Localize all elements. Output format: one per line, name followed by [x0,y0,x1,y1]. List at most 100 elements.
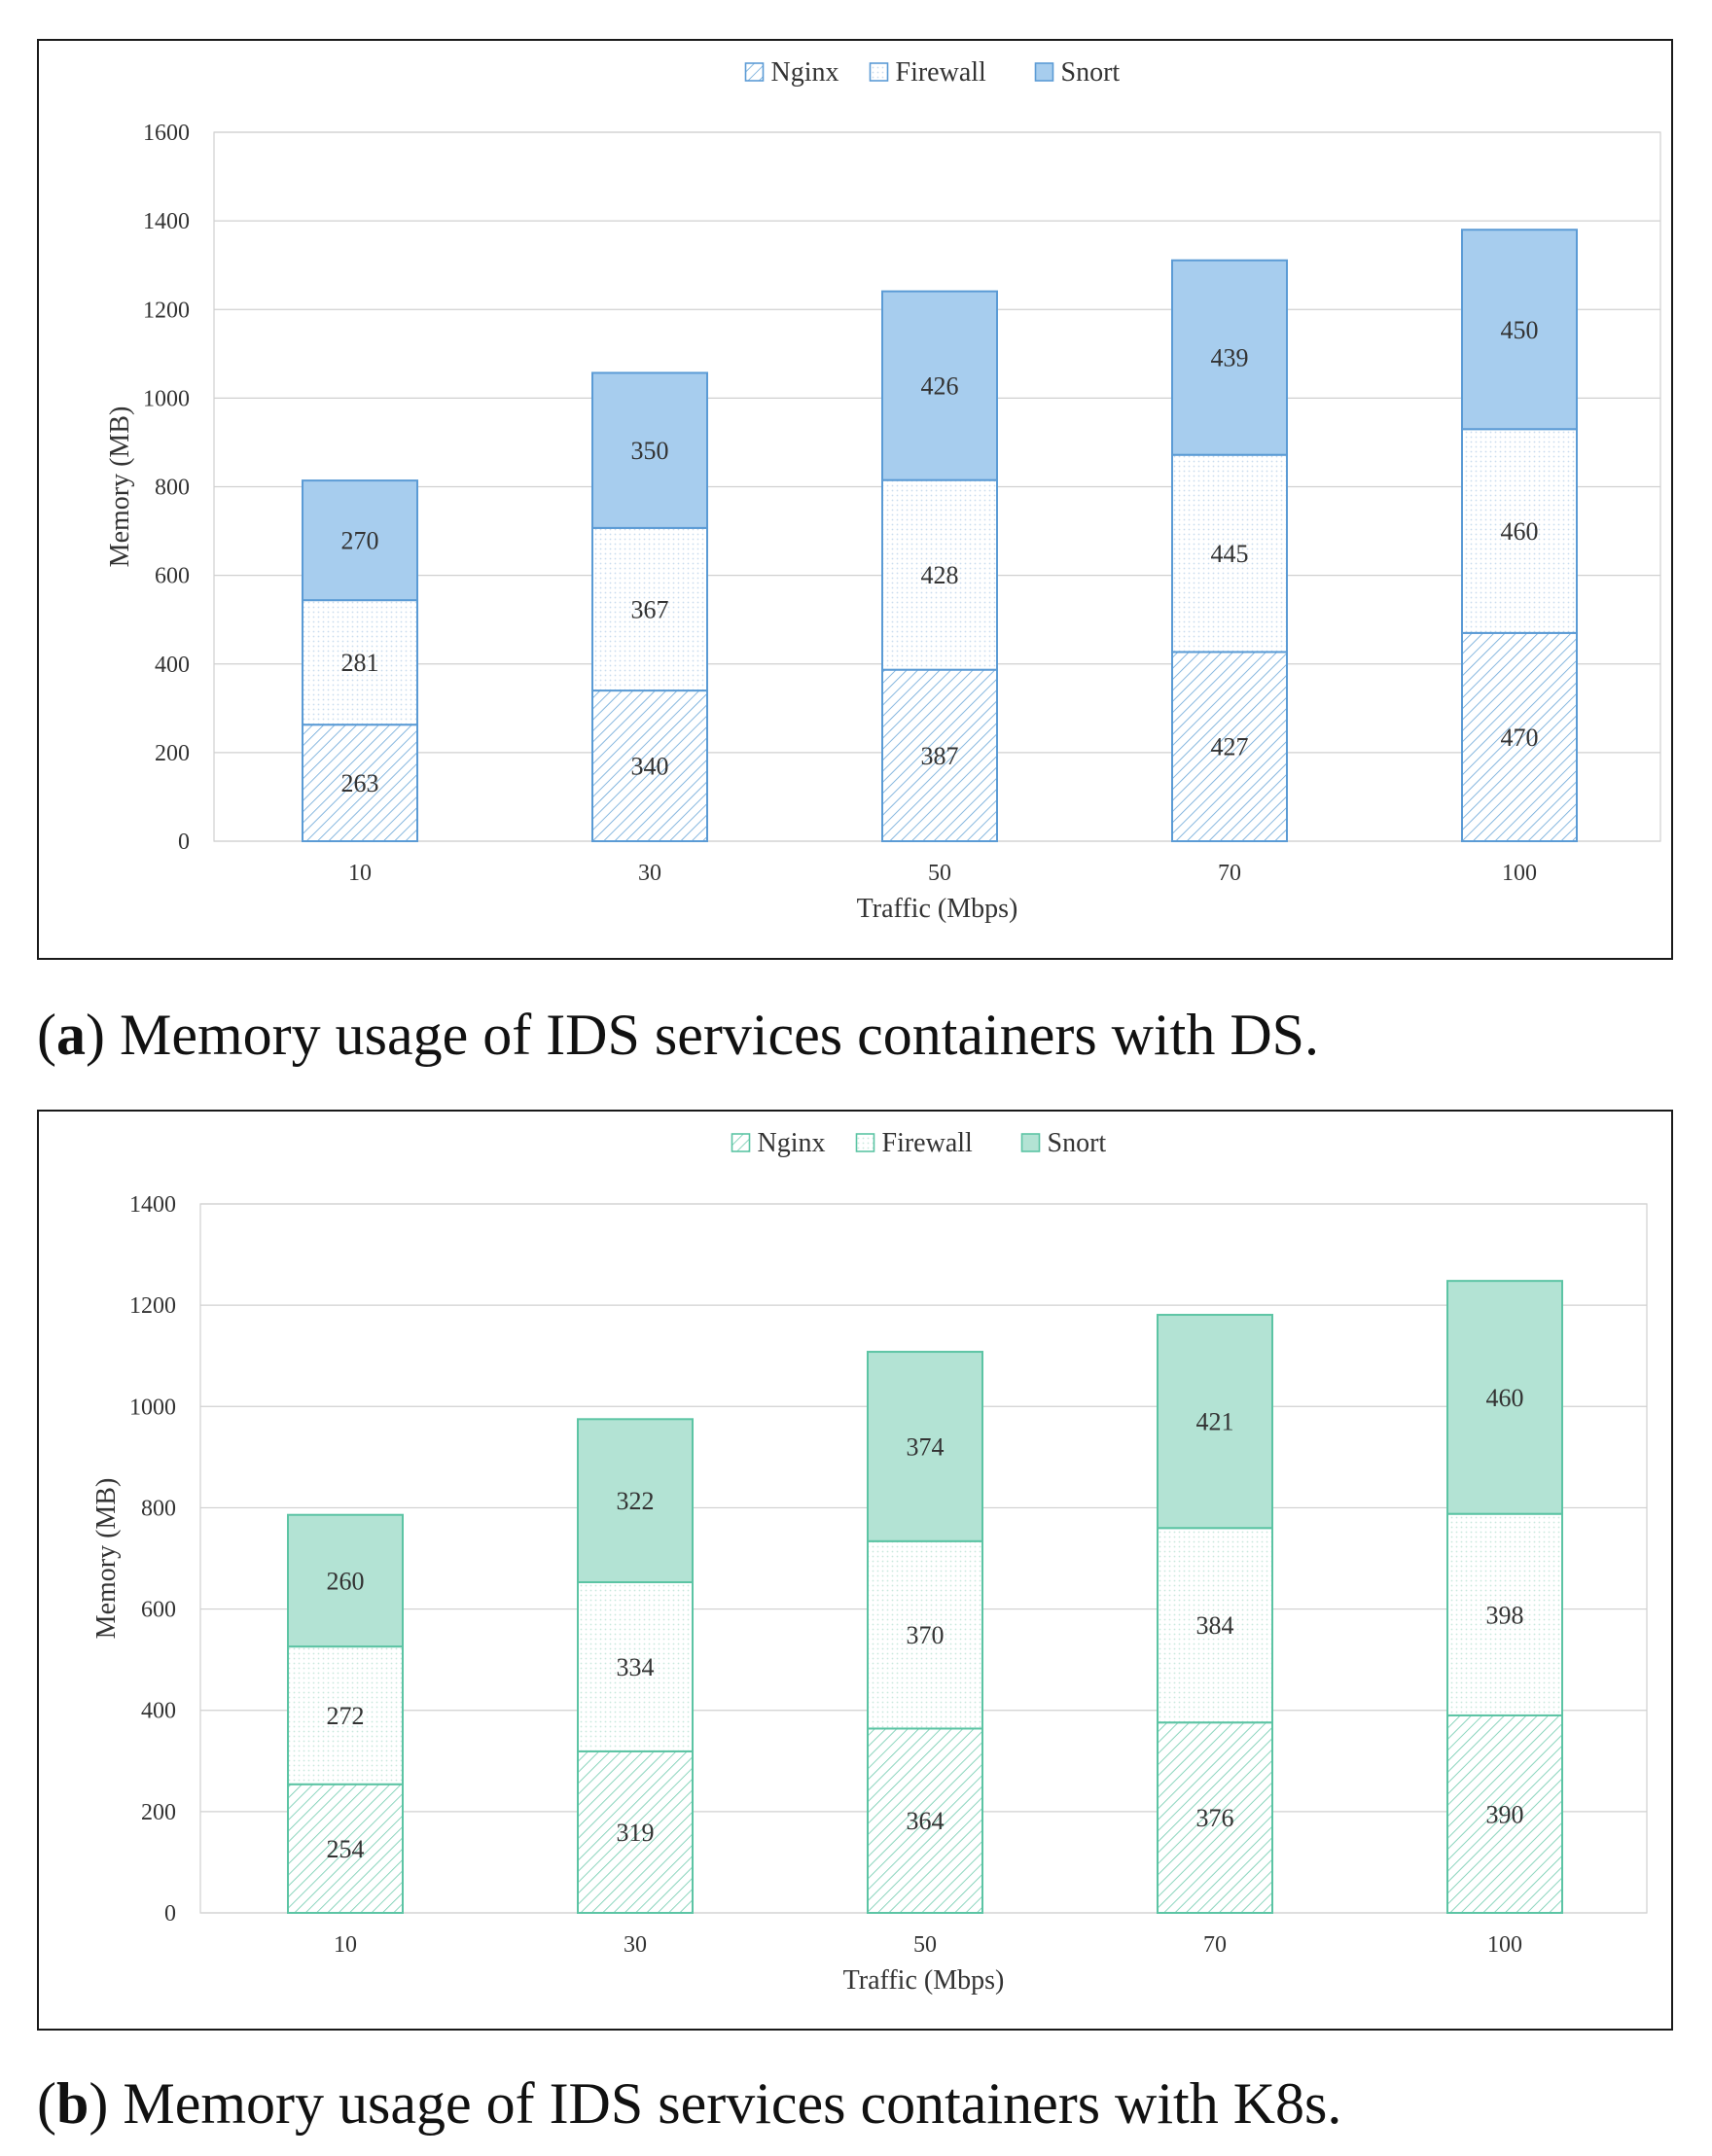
legend-swatch-b-snort [1020,1133,1041,1152]
data-label-a-snort-10: 270 [341,527,379,555]
legend-b: Nginx Firewall Snort [731,1128,1107,1158]
bar-a-firewall-70 [1171,453,1288,654]
data-label-b-firewall-10: 272 [327,1702,365,1730]
bar-b-snort-100 [1446,1280,1563,1515]
data-label-a-snort-100: 450 [1501,316,1539,344]
chart-b: 0 200 400 600 800 1000 1200 1400 254 272 260 10 319 3… [91,1128,1648,1996]
bar-b-nginx-50 [867,1727,983,1915]
bar-b-snort-30 [577,1418,694,1583]
data-label-b-firewall-100: 398 [1486,1601,1524,1629]
data-label-a-nginx-50: 387 [921,742,959,770]
data-label-b-nginx-50: 364 [907,1807,945,1835]
bar-b-snort-50 [867,1351,983,1542]
data-label-b-nginx-100: 390 [1486,1800,1524,1828]
data-label-b-snort-70: 421 [1196,1408,1234,1436]
x-tick-label-a-2: 50 [928,861,951,886]
y-tick-label-a-5: 1000 [143,386,190,411]
x-tick-label-a-0: 10 [348,861,372,886]
bar-a-nginx-30 [591,689,708,843]
x-tick-label-b-4: 100 [1487,1932,1522,1958]
caption-a: (a) Memory usage of IDS services contain… [37,1003,1320,1067]
y-tick-label-a-8: 1600 [143,121,190,146]
legend-swatch-b-firewall [855,1133,875,1152]
legend-a: Nginx Firewall Snort [744,57,1120,88]
x-tick-label-b-1: 30 [624,1932,647,1958]
y-axis-title-a: Memory (MB) [105,406,135,568]
data-label-a-snort-30: 350 [631,437,669,465]
bar-a-snort-10 [302,479,418,602]
data-label-b-snort-50: 374 [907,1432,945,1461]
bar-b-firewall-70 [1157,1527,1273,1724]
y-tick-label-a-6: 1200 [143,298,190,323]
y-tick-label-b-3: 600 [141,1598,176,1623]
data-label-a-nginx-100: 470 [1501,724,1539,752]
legend-label-b-snort: Snort [1048,1128,1107,1158]
y-tick-label-b-7: 1400 [129,1192,176,1218]
x-tick-label-a-3: 70 [1218,861,1241,886]
bar-b-nginx-70 [1157,1721,1273,1914]
x-tick-label-b-3: 70 [1203,1932,1227,1958]
data-label-b-nginx-10: 254 [327,1835,365,1863]
bar-b-snort-70 [1157,1314,1273,1530]
data-label-a-nginx-10: 263 [341,769,379,797]
y-tick-label-b-0: 0 [164,1901,176,1926]
y-tick-label-b-6: 1200 [129,1293,176,1319]
legend-swatch-a-nginx [744,62,765,82]
caption-a-label: a [55,1003,86,1067]
data-label-b-firewall-50: 370 [907,1621,945,1649]
y-tick-label-b-4: 800 [141,1496,176,1521]
bar-b-snort-10 [287,1513,404,1648]
y-tick-label-b-2: 400 [141,1699,176,1724]
data-label-b-firewall-30: 334 [617,1653,655,1681]
x-tick-label-b-0: 10 [334,1932,357,1958]
bar-a-nginx-50 [881,668,998,842]
data-label-a-firewall-100: 460 [1501,517,1539,546]
legend-label-b-firewall: Firewall [882,1128,974,1158]
data-label-a-firewall-10: 281 [341,649,379,677]
legend-swatch-a-snort [1034,62,1054,82]
bar-b-nginx-100 [1446,1714,1563,1915]
data-label-b-firewall-70: 384 [1196,1611,1234,1640]
bar-a-nginx-100 [1461,631,1578,843]
bar-a-firewall-30 [591,526,708,692]
chart-panel-b: 0 200 400 600 800 1000 1200 1400 254 272 260 10 319 3… [37,1110,1673,2031]
data-label-b-snort-100: 460 [1486,1384,1524,1412]
bar-a-snort-50 [881,290,998,481]
data-label-b-nginx-30: 319 [617,1819,655,1847]
legend-swatch-a-firewall [869,62,889,82]
x-axis-title-a: Traffic (Mbps) [857,894,1018,924]
chart-panel-a: 0 200 400 600 800 1000 1200 1400 1600 263 281 270 10… [37,39,1673,960]
caption-a-text: Memory usage of IDS services containers … [119,1003,1320,1067]
bar-b-firewall-50 [867,1539,983,1730]
data-label-b-snort-10: 260 [327,1567,365,1595]
bar-a-snort-30 [591,371,708,529]
y-tick-label-a-2: 400 [155,653,190,678]
chart-a: 0 200 400 600 800 1000 1200 1400 1600 263 281 270 10… [105,57,1661,924]
data-label-b-snort-30: 322 [617,1487,655,1515]
x-axis-title-b: Traffic (Mbps) [843,1965,1005,1996]
data-label-a-snort-70: 439 [1211,344,1249,372]
bar-a-firewall-50 [881,478,998,671]
bar-b-firewall-100 [1446,1512,1563,1716]
y-tick-label-a-7: 1400 [143,209,190,234]
bar-b-nginx-10 [287,1783,404,1915]
data-label-a-firewall-30: 367 [631,595,669,623]
y-tick-label-a-0: 0 [178,830,190,855]
legend-label-a-firewall: Firewall [896,57,987,88]
data-label-b-nginx-70: 376 [1196,1804,1234,1832]
bar-b-firewall-30 [577,1580,694,1752]
y-axis-title-b: Memory (MB) [91,1478,122,1640]
data-label-a-nginx-30: 340 [631,753,669,781]
caption-b: (b) Memory usage of IDS services contain… [37,2071,1342,2136]
bar-b-nginx-30 [577,1750,694,1915]
bar-b-firewall-10 [287,1645,404,1785]
caption-b-text: Memory usage of IDS services containers … [123,2071,1342,2136]
bar-a-snort-100 [1461,229,1578,431]
bar-a-firewall-10 [302,599,418,726]
bar-a-nginx-10 [302,724,418,843]
y-tick-label-a-1: 200 [155,741,190,766]
y-tick-label-b-1: 200 [141,1800,176,1825]
data-label-a-firewall-50: 428 [921,561,959,589]
x-tick-label-a-1: 30 [638,861,661,886]
y-tick-label-a-4: 800 [155,476,190,501]
